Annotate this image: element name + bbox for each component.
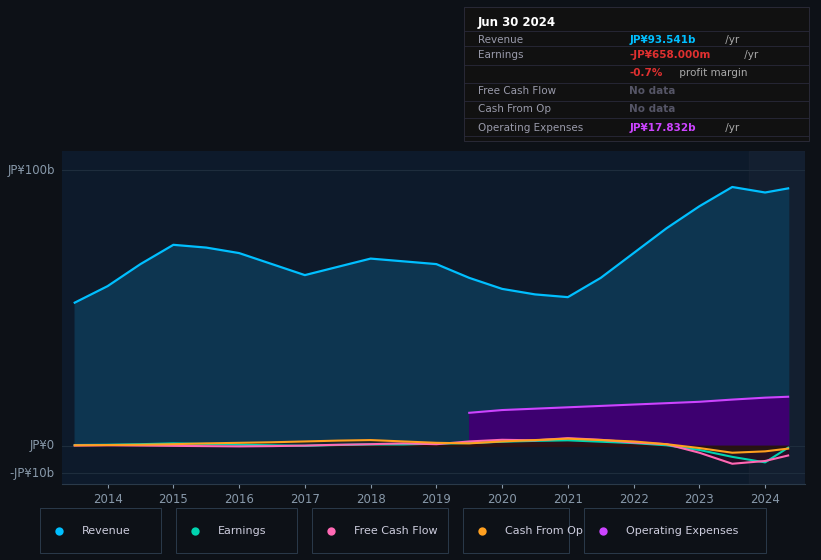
Text: JP¥93.541b: JP¥93.541b [630, 35, 696, 45]
Text: -0.7%: -0.7% [630, 68, 663, 78]
Text: No data: No data [630, 104, 676, 114]
Text: -JP¥658.000m: -JP¥658.000m [630, 50, 711, 60]
Text: /yr: /yr [722, 35, 740, 45]
Text: Operating Expenses: Operating Expenses [626, 526, 738, 535]
Text: Cash From Op: Cash From Op [505, 526, 583, 535]
Text: profit margin: profit margin [676, 68, 747, 78]
Text: JP¥17.832b: JP¥17.832b [630, 123, 696, 133]
Text: JP¥100b: JP¥100b [7, 164, 55, 177]
Text: Revenue: Revenue [82, 526, 131, 535]
Text: -JP¥10b: -JP¥10b [10, 467, 55, 480]
Text: Earnings: Earnings [218, 526, 266, 535]
Text: Free Cash Flow: Free Cash Flow [478, 86, 556, 96]
Text: Operating Expenses: Operating Expenses [478, 123, 583, 133]
Text: Earnings: Earnings [478, 50, 523, 60]
Text: Free Cash Flow: Free Cash Flow [354, 526, 438, 535]
Text: Cash From Op: Cash From Op [478, 104, 551, 114]
Text: Jun 30 2024: Jun 30 2024 [478, 16, 556, 29]
Text: Revenue: Revenue [478, 35, 523, 45]
Text: JP¥0: JP¥0 [30, 440, 55, 452]
Bar [749, 151, 805, 484]
Text: /yr: /yr [741, 50, 759, 60]
Text: /yr: /yr [722, 123, 740, 133]
Text: No data: No data [630, 86, 676, 96]
FancyBboxPatch shape [464, 7, 809, 141]
